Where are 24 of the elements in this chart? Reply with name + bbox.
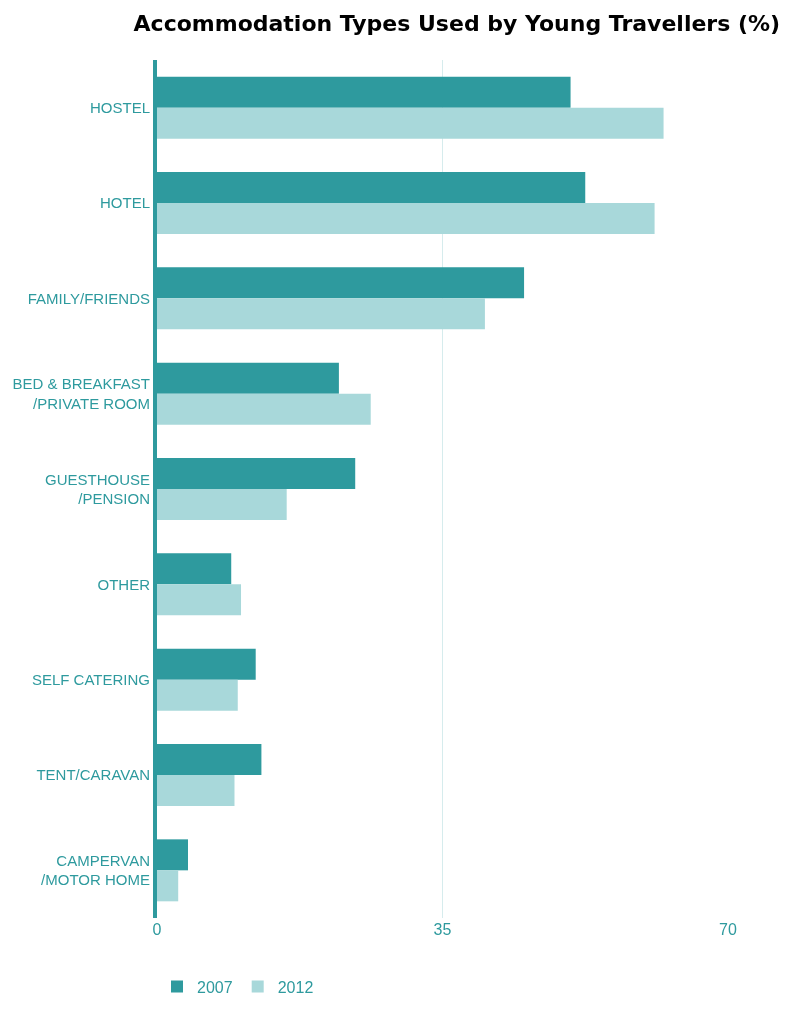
bar [157,775,235,806]
legend-label: 2007 [197,978,233,996]
y-tick-label: SELF CATERING [31,670,150,688]
bar [157,298,485,330]
y-tick-label: CAMPERVAN /MOTOR HOME [41,851,150,889]
y-tick-label: BED & BREAKFAST /PRIVATE ROOM [12,375,150,412]
bar [157,107,664,139]
y-tick-label: HOTEL [99,194,150,212]
y-tick-label: GUESTHOUSE /PENSION [44,470,150,507]
bar [157,393,371,425]
bar [157,679,238,711]
bar [157,203,655,234]
x-tick-label: 35 [433,921,452,938]
bar [157,489,287,520]
y-tick-label: TENT/CARAVAN [36,766,150,784]
bar [157,584,242,616]
x-tick-label: 0 [152,921,162,938]
y-tick-label: OTHER [97,575,151,593]
y-tick-label: FAMILY/FRIENDS [27,289,150,307]
y-tick-label: HOSTEL [89,98,150,116]
legend-label: 2012 [277,978,314,996]
chart-title: Accommodation Types Used by Young Travellers (%) [133,10,781,36]
x-tick-label: 70 [719,921,737,938]
bar [157,870,179,902]
